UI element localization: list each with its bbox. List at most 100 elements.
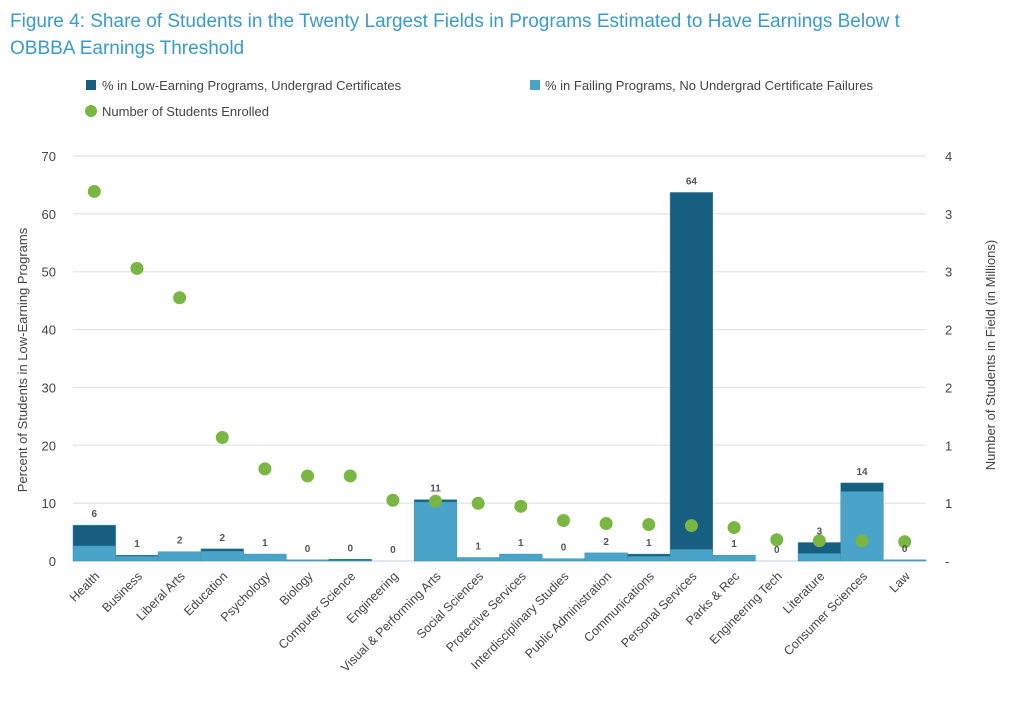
dot-students (471, 496, 485, 510)
data-label: 2 (603, 537, 609, 548)
chart-title: Figure 4: Share of Students in the Twent… (10, 8, 900, 62)
dot-students (684, 519, 698, 533)
data-label: 1 (262, 538, 268, 549)
y-tick-label: 50 (42, 265, 56, 280)
y-axis-label: Percent of Students in Low-Earning Progr… (15, 227, 30, 492)
dot-students (599, 517, 613, 531)
bar-low-earning (840, 482, 884, 492)
x-tick-label: Protective Services (443, 569, 529, 655)
bar-low-earning (72, 524, 116, 547)
data-label: 2 (219, 533, 225, 544)
y2-tick-label: 1 (945, 496, 952, 511)
bar-low-earning (200, 548, 244, 552)
x-tick-label: Health (67, 569, 102, 604)
data-label: 0 (774, 545, 780, 556)
dot-students (642, 518, 656, 532)
data-label: 1 (646, 538, 652, 549)
bar-failing (499, 553, 543, 562)
bar-failing (712, 554, 756, 562)
y2-tick-label: 2 (945, 380, 952, 395)
bar-failing (797, 553, 841, 562)
y-tick-label: 10 (42, 496, 56, 511)
legend-swatch-low-earning (86, 80, 96, 90)
dot-students (386, 493, 400, 507)
legend: % in Low-Earning Programs, Undergrad Cer… (85, 78, 874, 119)
y-tick-label: 60 (42, 207, 56, 222)
data-label: 0 (390, 545, 396, 556)
dot-students (812, 534, 826, 548)
x-tick-label: Law (887, 569, 914, 596)
legend-label-low-earning: % in Low-Earning Programs, Undergrad Cer… (102, 78, 402, 93)
y2-tick-label: 2 (945, 323, 952, 338)
data-label: 64 (686, 176, 698, 187)
y2-tick-label: 4 (945, 149, 952, 164)
dot-students (855, 534, 869, 548)
bar-failing (286, 559, 330, 562)
dot-students (343, 469, 357, 483)
legend-swatch-students (85, 105, 97, 117)
data-label: 1 (731, 539, 737, 550)
bar-failing (115, 556, 159, 562)
bar-failing (456, 557, 500, 562)
y-tick-label: 0 (49, 554, 56, 569)
y-tick-label: 70 (42, 149, 56, 164)
bar-failing (584, 552, 628, 562)
data-label: 2 (177, 536, 183, 547)
bar-failing (413, 501, 458, 562)
dot-students (301, 469, 315, 483)
data-label: 11 (430, 484, 441, 495)
x-tick-label: Engineering Tech (707, 569, 785, 647)
bar-failing (840, 491, 884, 562)
data-label: 0 (561, 543, 567, 554)
legend-swatch-failing (530, 80, 540, 90)
dot-students (514, 499, 528, 513)
bar-failing (627, 556, 671, 562)
dot-students (770, 533, 784, 547)
data-label: 0 (305, 544, 311, 555)
dot-students (87, 184, 101, 198)
title-line-1: Figure 4: Share of Students in the Twent… (10, 11, 900, 32)
x-tick-label: Biology (277, 569, 316, 608)
data-label: 6 (92, 509, 98, 520)
y-tick-label: 30 (42, 380, 56, 395)
x-tick-label: Personal Services (618, 569, 699, 650)
x-tick-label: Consumer Sciences (781, 569, 870, 658)
bar-failing (883, 559, 927, 562)
x-tick-label: Computer Science (276, 569, 359, 652)
data-label: 1 (134, 539, 140, 550)
y2-tick-label: 3 (945, 207, 952, 222)
dot-students (898, 535, 912, 549)
data-label: 3 (817, 526, 823, 537)
bar-low-earning (115, 554, 159, 557)
dot-students (173, 291, 187, 305)
dot-students (258, 462, 272, 476)
bar-failing (158, 551, 202, 562)
y-tick-label: 40 (42, 323, 56, 338)
bar-failing (243, 553, 287, 562)
bar-low-earning (627, 553, 671, 557)
dot-students (130, 261, 144, 275)
dot-students (727, 521, 741, 535)
y2-axis-label: Number of Students in Field (in Millions… (983, 240, 998, 470)
title-line-2: OBBBA Earnings Threshold (10, 38, 245, 59)
data-label: 14 (856, 467, 868, 478)
legend-label-students: Number of Students Enrolled (102, 104, 269, 119)
bar-low-earning (669, 192, 713, 550)
y2-tick-label: 1 (945, 438, 952, 453)
bar-failing (200, 550, 244, 562)
y2-tick-label: - (945, 554, 949, 569)
dot-students (215, 430, 229, 444)
bar-low-earning (328, 559, 372, 561)
data-label: 0 (347, 543, 353, 554)
data-label: 1 (518, 538, 524, 549)
bar-failing (72, 545, 116, 562)
data-label: 0 (902, 544, 908, 555)
legend-label-failing: % in Failing Programs, No Undergrad Cert… (545, 78, 874, 93)
bar-failing (669, 549, 713, 562)
data-label: 1 (475, 542, 481, 553)
bar-failing (541, 558, 586, 562)
dot-students (429, 494, 443, 508)
y2-tick-label: 3 (945, 265, 952, 280)
y-tick-label: 20 (42, 438, 56, 453)
